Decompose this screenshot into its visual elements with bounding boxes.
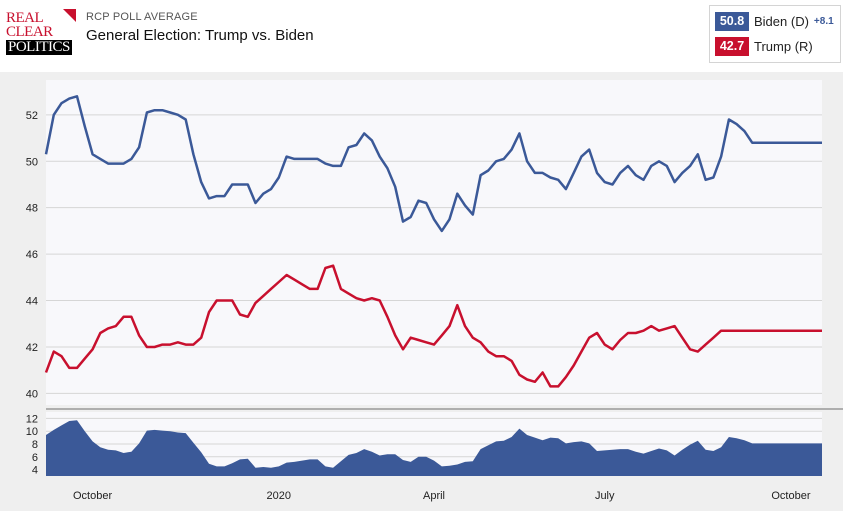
logo-fold-icon: [63, 9, 76, 22]
x-tick-4: October: [771, 490, 810, 502]
logo-line-real: REAL: [6, 10, 44, 26]
main-y-tick-44: 44: [26, 296, 38, 308]
biden-name: Biden (D): [754, 13, 809, 29]
x-tick-1: 2020: [267, 490, 291, 502]
main-y-tick-48: 48: [26, 203, 38, 215]
x-tick-0: October: [73, 490, 112, 502]
biden-spread: +8.1: [813, 15, 834, 27]
x-tick-2: April: [423, 490, 445, 502]
main-y-tick-46: 46: [26, 249, 38, 261]
spread-y-tick-12: 12: [26, 413, 38, 425]
main-plot-background: [46, 80, 822, 405]
spread-y-tick-10: 10: [26, 426, 38, 438]
logo-line-politics: POLITICS: [6, 39, 72, 55]
logo-line-clear: CLEAR: [6, 24, 53, 40]
spread-y-tick-8: 8: [32, 439, 38, 451]
biden-value-badge: 50.8: [715, 11, 749, 31]
biden-line: [44, 95, 822, 233]
x-tick-3: July: [595, 490, 615, 502]
spread-y-tick-6: 6: [32, 452, 38, 464]
trump-line: [44, 264, 822, 388]
legend-item-trump[interactable]: 42.7 Trump (R): [715, 36, 813, 56]
trump-value-badge: 42.7: [715, 36, 749, 56]
poll-average-label: RCP POLL AVERAGE: [86, 11, 198, 23]
chart-title: General Election: Trump vs. Biden: [86, 27, 314, 44]
spread-y-tick-4: 4: [32, 465, 38, 477]
chart-area: 40 42 44 46 48 50 52 4 6 8 10 12 October 2020 April Jul…: [0, 72, 843, 511]
spread-area: [46, 420, 822, 476]
main-y-tick-50: 50: [26, 156, 38, 168]
legend-item-biden[interactable]: 50.8 Biden (D) +8.1: [715, 11, 834, 31]
chart-header: REAL CLEAR POLITICS RCP POLL AVERAGE Gen…: [0, 0, 843, 72]
main-y-tick-40: 40: [26, 388, 38, 400]
legend: 50.8 Biden (D) +8.1 42.7 Trump (R): [709, 5, 841, 63]
trump-name: Trump (R): [754, 38, 813, 54]
main-y-tick-42: 42: [26, 342, 38, 354]
main-y-tick-52: 52: [26, 110, 38, 122]
rcp-logo[interactable]: REAL CLEAR POLITICS: [6, 9, 76, 57]
